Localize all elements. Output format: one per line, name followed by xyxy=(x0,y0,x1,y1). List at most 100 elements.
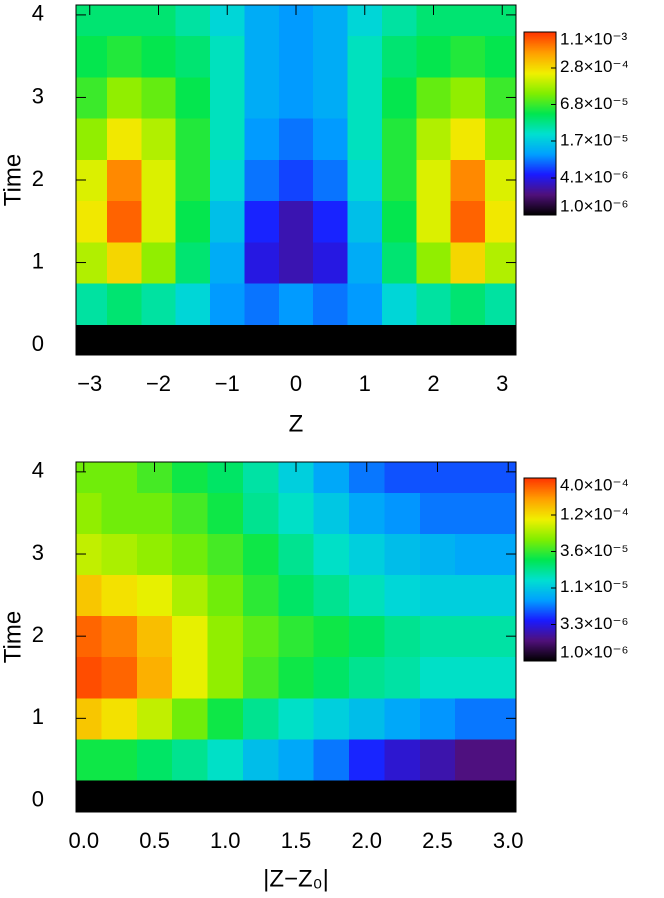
heatmap-cell xyxy=(349,462,385,493)
heatmap-cell xyxy=(485,35,516,78)
heatmap-cell xyxy=(450,118,486,160)
heatmap-cell xyxy=(76,5,108,37)
heatmap-cell xyxy=(349,492,385,534)
heatmap-cell xyxy=(76,738,102,781)
heatmap-cell xyxy=(347,241,383,284)
heatmap-cell xyxy=(172,462,209,493)
heatmap-cell xyxy=(381,200,417,243)
heatmap-cell xyxy=(136,533,173,576)
heatmap-cell xyxy=(210,76,245,119)
heatmap-cell xyxy=(242,492,279,534)
colorbar-label: 1.0×10⁻⁶ xyxy=(560,196,628,215)
heatmap-cell xyxy=(313,492,350,534)
heatmap-cell xyxy=(207,533,244,576)
heatmap-cell xyxy=(172,697,209,740)
heatmap-cell xyxy=(381,5,417,37)
heatmap-cell xyxy=(101,656,138,699)
heatmap-cell xyxy=(450,76,486,119)
heatmap-cell xyxy=(172,574,209,617)
heatmap-cell xyxy=(490,779,516,812)
heatmap-cell xyxy=(242,533,279,576)
heatmap-cell xyxy=(381,35,417,78)
heatmap-cell xyxy=(313,241,349,284)
heatmap-cell xyxy=(244,200,280,243)
heatmap-cell xyxy=(172,779,209,812)
heatmap-cell xyxy=(485,324,516,355)
heatmap-cell xyxy=(76,779,102,812)
heatmap-cell xyxy=(490,492,516,534)
heatmap-cell xyxy=(175,283,211,325)
colorbar-label: 1.0×10⁻⁶ xyxy=(560,642,628,661)
heatmap-cell xyxy=(242,697,279,740)
heatmap-cell xyxy=(485,283,516,325)
colorbar-frame xyxy=(523,477,557,662)
heatmap-cell xyxy=(106,159,142,202)
heatmap-cell xyxy=(313,5,349,37)
heatmap-cell xyxy=(76,574,102,617)
heatmap-cell xyxy=(175,5,211,37)
heatmap-cell xyxy=(278,241,314,284)
heatmap-cell xyxy=(106,118,142,160)
heatmap-cell xyxy=(313,118,349,160)
heatmap-cell xyxy=(349,779,385,812)
heatmap-cell xyxy=(419,492,456,534)
heatmap-cell xyxy=(278,492,315,534)
heatmap-cell xyxy=(106,324,142,355)
heatmap-cell xyxy=(172,656,209,699)
heatmap-cell xyxy=(450,324,486,355)
heatmap-cell xyxy=(419,462,456,493)
heatmap-cell xyxy=(76,35,108,78)
heatmap-cell xyxy=(278,779,315,812)
heatmap-cell xyxy=(416,200,452,243)
heatmap-cell xyxy=(172,615,209,658)
x-axis-label: Z xyxy=(289,410,304,437)
heatmap-cell xyxy=(416,241,452,284)
heatmap-cell xyxy=(210,241,245,284)
heatmap-cell xyxy=(175,159,211,202)
heatmap-cell xyxy=(450,159,486,202)
colorbar-label: 1.7×10⁻⁵ xyxy=(560,130,629,149)
heatmap-cell xyxy=(101,779,138,812)
heatmap-cell xyxy=(172,492,209,534)
heatmap-cell xyxy=(455,615,492,658)
heatmap-cell xyxy=(349,697,385,740)
heatmap-cell xyxy=(416,76,452,119)
heatmap-cell xyxy=(381,118,417,160)
colorbar-label: 2.8×10⁻⁴ xyxy=(560,57,629,76)
colorbar: 4.0×10⁻⁴ 1.2×10⁻⁴ 3.6×10⁻⁵ 1.1×10⁻⁵ 3.3×10⁻⁶… xyxy=(523,475,629,662)
heatmap-cell xyxy=(141,76,177,119)
heatmap-cell xyxy=(455,492,492,534)
heatmap-cell xyxy=(278,159,314,202)
heatmap-cell xyxy=(244,324,280,355)
heatmap-cell xyxy=(136,574,173,617)
heatmap-cell xyxy=(76,200,108,243)
heatmap-cell xyxy=(455,779,492,812)
heatmap-cell xyxy=(101,533,138,576)
heatmap-cell xyxy=(381,241,417,284)
heatmap-cell xyxy=(349,656,385,699)
x-tick-label: 2 xyxy=(427,371,439,396)
colorbar-label: 4.1×10⁻⁶ xyxy=(560,168,628,187)
heatmap-cell xyxy=(175,35,211,78)
heatmap-cell xyxy=(485,118,516,160)
y-tick-label: 4 xyxy=(32,458,44,483)
heatmap-cell xyxy=(416,159,452,202)
heatmap-cell xyxy=(490,574,516,617)
heatmap-cell xyxy=(384,779,421,812)
heatmap-cell xyxy=(101,462,138,493)
heatmap-cell xyxy=(141,118,177,160)
heatmap-cell xyxy=(101,697,138,740)
x-tick-label: 0 xyxy=(290,371,302,396)
heatmap-cell xyxy=(349,574,385,617)
heatmap-cell xyxy=(242,462,279,493)
heatmap-cell xyxy=(76,462,102,493)
heatmap-cell xyxy=(384,533,421,576)
heatmap-cell xyxy=(106,76,142,119)
heatmap-cell xyxy=(313,462,350,493)
colorbar-label: 1.2×10⁻⁴ xyxy=(560,504,629,523)
heatmap-cell xyxy=(210,35,245,78)
heatmap-cell xyxy=(172,738,209,781)
colorbar-label: 3.3×10⁻⁶ xyxy=(560,614,628,633)
heatmap-cell xyxy=(175,324,211,355)
heatmap-cell xyxy=(485,5,516,37)
